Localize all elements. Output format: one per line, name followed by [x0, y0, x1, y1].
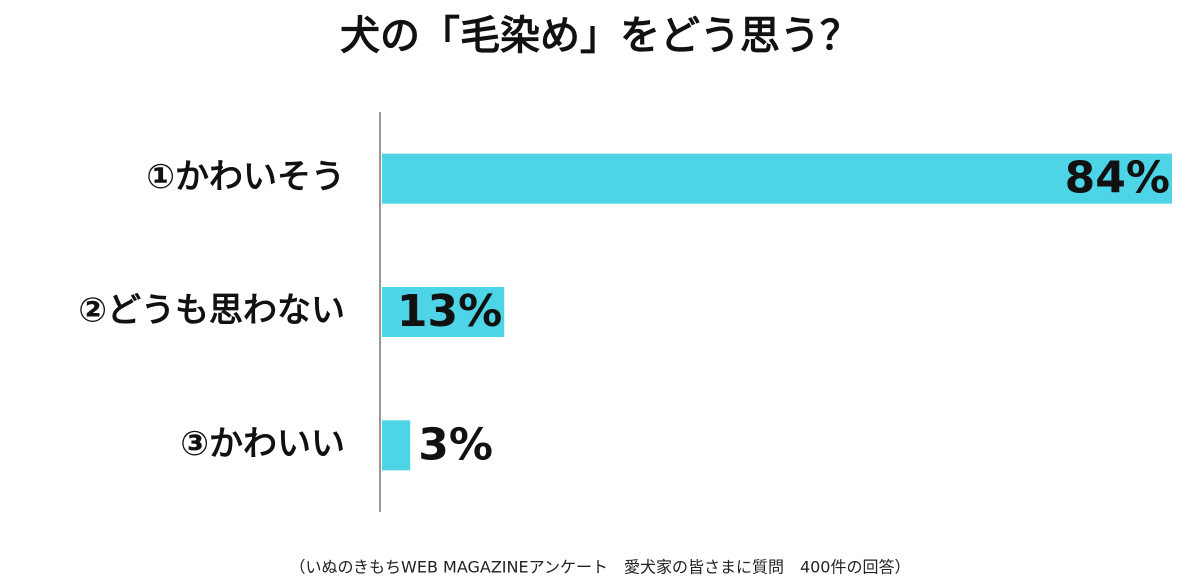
category-label: ①かわいそう — [146, 157, 345, 197]
bar — [382, 420, 411, 471]
value-label: 84% — [1065, 153, 1170, 204]
chart-title: 犬の「毛染め」をどう思う？ — [340, 13, 860, 59]
bar — [382, 287, 505, 337]
category-label: ③かわいい — [180, 424, 345, 464]
category-label: ②どうも思わない — [78, 291, 345, 331]
value-label: 13% — [397, 286, 502, 337]
note: （いぬのきもちWEB MAGAZINEアンケート 愛犬家の皆さまに質問 400件… — [290, 558, 911, 577]
value-label: 3% — [418, 419, 493, 470]
bar — [382, 153, 1172, 204]
